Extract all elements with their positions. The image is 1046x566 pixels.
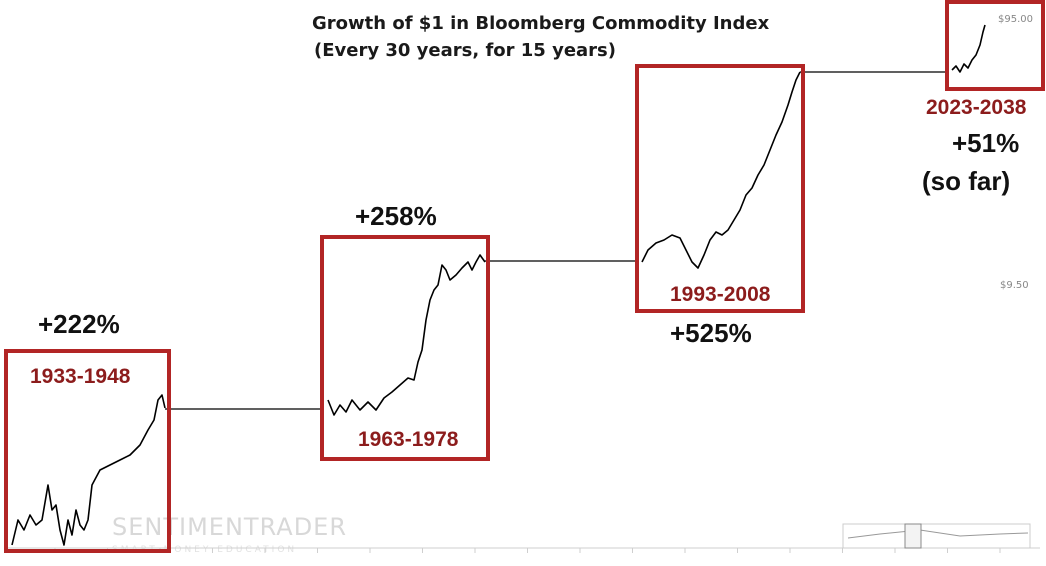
period-label-1: 1933-1948 — [30, 365, 131, 388]
series-line-2 — [327, 254, 486, 416]
y-axis: $95.00 $9.50 — [998, 14, 1033, 291]
chart-subtitle: (Every 30 years, for 15 years) — [314, 40, 617, 61]
period-label-4: 2023-2038 — [926, 96, 1027, 119]
gain-label-2: +258% — [355, 201, 437, 231]
gain-label-3: +525% — [670, 318, 752, 348]
series-lines — [11, 24, 986, 546]
series-line-1 — [11, 394, 166, 546]
watermark: SENTIMENTRADER SMART MONEY EDUCATION — [112, 513, 347, 555]
series-line-4 — [951, 24, 986, 73]
y-tick-label-top: $95.00 — [998, 14, 1033, 25]
period-boxes — [4, 0, 1045, 553]
watermark-text: SENTIMENTRADER — [112, 513, 347, 541]
gain-label-1: +222% — [38, 309, 120, 339]
series-line-3 — [641, 71, 801, 269]
period-box-1 — [4, 349, 171, 553]
gain-label-4: +51% — [952, 128, 1019, 158]
gain-sublabel-4: (so far) — [922, 166, 1010, 196]
chart-title: Growth of $1 in Bloomberg Commodity Inde… — [312, 10, 769, 64]
chart-title-text: Growth of $1 in Bloomberg Commodity Inde… — [312, 13, 770, 34]
scrollbar-handle — [842, 523, 1031, 549]
period-box-4 — [945, 0, 1045, 91]
navigator-box — [842, 523, 1031, 549]
y-tick-label-bottom: $9.50 — [1000, 280, 1029, 291]
period-labels: 1933-1948 +222% 1963-1978 +258% 1993-2008 +52… — [30, 96, 1027, 451]
period-connectors — [165, 71, 947, 410]
period-label-3: 1993-2008 — [670, 283, 771, 306]
navigator-handle — [904, 523, 922, 549]
watermark-subtext: SMART MONEY EDUCATION — [112, 545, 297, 555]
period-label-2: 1963-1978 — [358, 428, 459, 451]
period-box-2 — [320, 235, 490, 461]
period-box-3 — [635, 64, 805, 313]
